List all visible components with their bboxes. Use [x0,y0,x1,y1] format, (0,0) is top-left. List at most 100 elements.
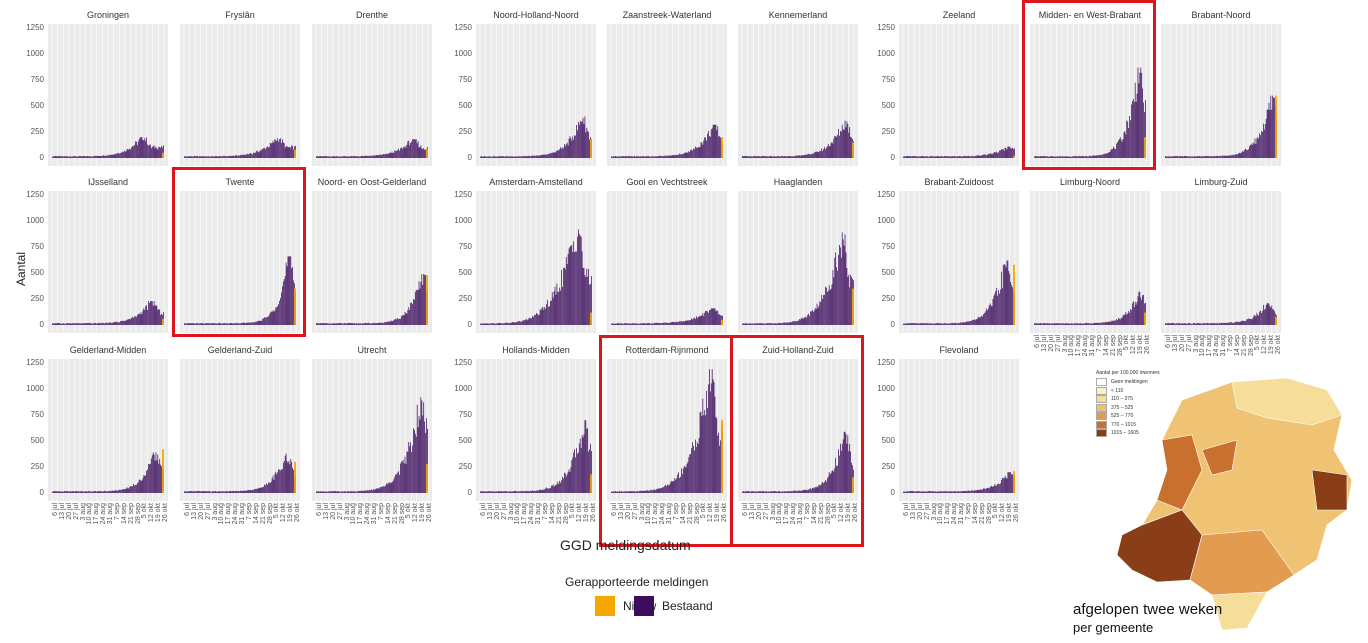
bar-bestaand [1195,156,1197,158]
bar-bestaand [137,313,139,325]
bar-bestaand [244,490,246,493]
bar-nieuw [1013,264,1015,325]
bar-bestaand [705,415,706,493]
bar-bestaand [989,303,991,325]
bar-bestaand [510,156,512,158]
bar-bestaand [60,155,62,158]
bar-bestaand [280,138,281,158]
bar-bestaand [1037,155,1039,158]
bar-bestaand [1259,133,1260,158]
bar-bestaand [844,120,846,158]
bar-bestaand [754,155,755,158]
bar-bestaand [575,251,576,325]
bar-bestaand [810,488,811,493]
bar-bestaand [158,463,160,493]
bar-bestaand [806,154,808,158]
bar-bestaand [1053,156,1055,158]
bar-bestaand [386,153,387,158]
bar-bestaand [802,155,804,158]
bar-bestaand [965,491,967,493]
bar-bestaand [997,152,998,158]
bar-bestaand [945,490,947,493]
map-legend-label: 525 – 770 [1111,413,1134,419]
bar-bestaand [1237,321,1239,325]
bar-bestaand [98,156,100,158]
bar-bestaand [66,491,67,493]
bar-bestaand [204,156,206,158]
bar-bestaand [936,491,938,493]
bar-bestaand [989,487,991,493]
bar-bestaand [53,490,55,493]
bar-bestaand [655,156,657,158]
bar-bestaand [521,321,522,325]
bar-bestaand [680,476,681,493]
bar-bestaand [778,323,780,325]
bar-bestaand [325,491,327,493]
bar-bestaand [1225,322,1227,325]
bar-bestaand [695,316,697,325]
bar-bestaand [756,156,757,158]
bar-bestaand [1061,323,1062,325]
bar-nieuw [427,275,428,325]
bar-bestaand [369,155,370,158]
bar-bestaand [770,323,772,325]
bar-bestaand [551,292,553,325]
bar-bestaand [289,256,291,325]
x-tick-label: 20 jul [197,503,205,520]
bar-bestaand [254,153,255,158]
bar-bestaand [140,480,142,493]
legend-item-bestaand: Bestaand [634,596,713,616]
bar-bestaand [611,491,612,493]
bar-bestaand [816,303,818,325]
bar-nieuw [1276,95,1277,158]
bar-bestaand [692,319,693,325]
bar-bestaand [265,317,266,325]
bar-bestaand [137,482,139,493]
bar-bestaand [787,491,789,493]
bar-bestaand [480,323,482,325]
bar-bestaand [966,491,968,493]
bar-bestaand [527,490,529,493]
bar-bestaand [495,491,497,493]
bar-bestaand [412,304,413,325]
bar-nieuw [295,461,296,493]
bar-bestaand [525,491,527,493]
bar-bestaand [826,478,828,493]
bar-bestaand [933,491,935,493]
bar-bestaand [195,156,196,158]
bar-bestaand [541,155,543,158]
bar-bestaand [558,150,560,158]
bar-bestaand [566,142,568,158]
bar-bestaand [108,155,109,158]
bar-bestaand [150,463,151,493]
bar-bestaand [135,316,136,325]
bar-bestaand [256,321,258,325]
bar-bestaand [332,490,334,493]
bar-bestaand [767,491,768,493]
bar-bestaand [190,491,192,493]
bar-bestaand [799,319,801,325]
bar-bestaand [1188,156,1190,158]
bar-bestaand [673,322,675,325]
bar-bestaand [402,459,404,493]
bar-bestaand [815,487,817,493]
bar-bestaand [768,156,769,158]
facet-plot [312,191,432,333]
bar-bestaand [657,488,659,493]
bar-bestaand [496,323,498,325]
bar-bestaand [398,318,399,325]
bar-bestaand [706,140,707,158]
bar-bestaand [259,487,261,493]
bar-bestaand [1012,474,1013,493]
bar-bestaand [250,322,251,325]
bar-bestaand [497,322,499,325]
bar-bestaand [611,156,612,158]
y-tick-label: 1250 [877,358,895,367]
bar-bestaand [358,156,360,158]
bar-bestaand [71,323,73,325]
bar-bestaand [546,154,547,158]
facet-title: Kennemerland [768,10,828,20]
bar-bestaand [580,236,582,325]
bar-bestaand [221,323,223,325]
bar-bestaand [812,153,814,158]
